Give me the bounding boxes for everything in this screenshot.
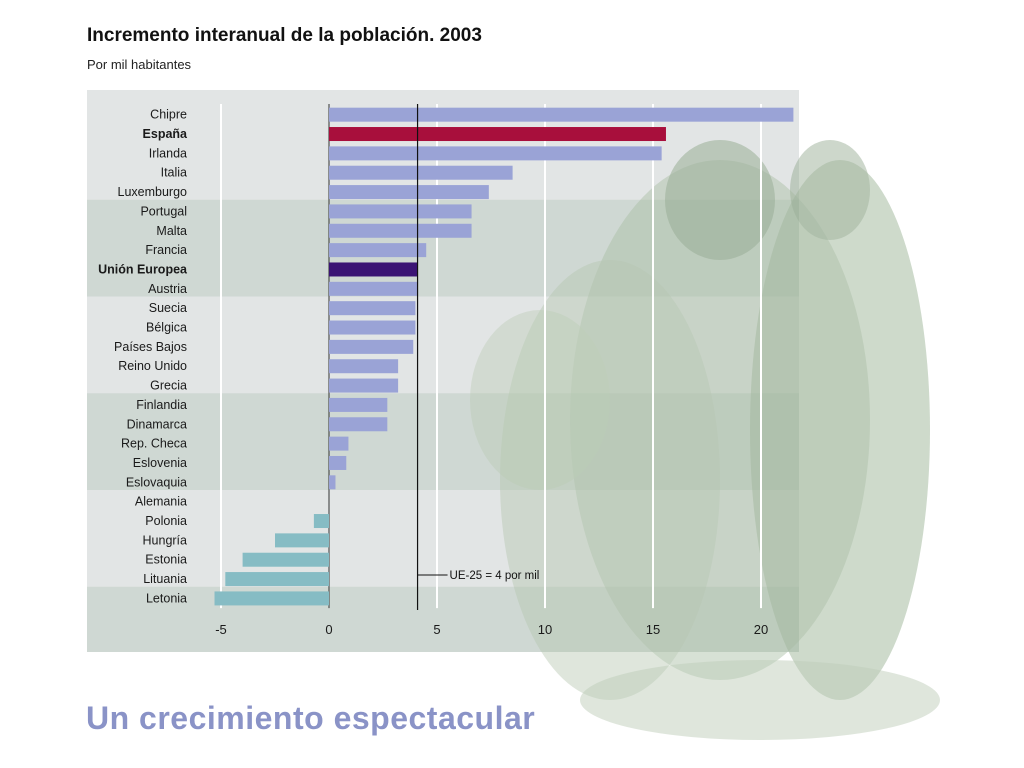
reference-label: UE-25 = 4 por mil — [450, 570, 540, 582]
bar-grecia — [329, 378, 399, 393]
bar-países-bajos — [329, 339, 414, 354]
x-tick-label: 10 — [538, 622, 552, 637]
bar-finlandia — [329, 397, 388, 412]
category-label: Estonia — [145, 553, 187, 567]
x-tick-label: 15 — [646, 622, 660, 637]
category-label: Irlanda — [149, 146, 187, 160]
category-labels: Chipre España Irlanda Italia Luxemburgo Portu… — [98, 108, 188, 606]
bar-irlanda — [329, 146, 662, 161]
chart-title: Incremento interanual de la población. 2… — [87, 25, 482, 46]
bar-francia — [329, 243, 427, 258]
bars — [214, 107, 794, 606]
category-label: Finlandia — [136, 398, 187, 412]
bar-unión-europea — [329, 262, 418, 277]
bar-lituania — [225, 572, 329, 587]
bar-dinamarca — [329, 417, 388, 432]
bar-portugal — [329, 204, 472, 219]
bar-suecia — [329, 301, 416, 316]
row-band — [87, 586, 799, 652]
category-label: Hungría — [143, 533, 188, 547]
category-label: Suecia — [149, 301, 187, 315]
category-label: Bélgica — [146, 321, 187, 335]
bar-malta — [329, 223, 472, 238]
category-label: Eslovenia — [133, 456, 187, 470]
bottom-caption: Un crecimiento espectacular — [86, 700, 536, 736]
category-label: España — [143, 127, 189, 141]
bar-hungría — [275, 533, 329, 548]
x-tick-label: 5 — [433, 622, 440, 637]
category-label: Países Bajos — [114, 340, 187, 354]
bar-eslovaquia — [329, 475, 336, 490]
bar-austria — [329, 281, 418, 296]
category-label: Lituania — [143, 572, 187, 586]
bar-polonia — [313, 514, 329, 529]
category-label: Francia — [145, 243, 187, 257]
category-label: Letonia — [146, 591, 187, 605]
category-label: Malta — [156, 224, 187, 238]
row-band — [87, 393, 799, 490]
bar-eslovenia — [329, 455, 347, 470]
x-tick-label: 0 — [325, 622, 332, 637]
category-label: Eslovaquia — [126, 475, 187, 489]
bar-letonia — [214, 591, 329, 606]
category-label: Alemania — [135, 495, 187, 509]
category-label: Luxemburgo — [118, 185, 188, 199]
x-tick-label: 20 — [754, 622, 768, 637]
category-label: Dinamarca — [127, 417, 187, 431]
category-label: Reino Unido — [118, 359, 187, 373]
bar-chipre — [329, 107, 794, 122]
x-axis-ticks: -5 0 5 10 15 20 — [215, 622, 768, 637]
bar-estonia — [242, 552, 329, 567]
bar-bélgica — [329, 320, 416, 335]
bar-reino-unido — [329, 359, 399, 374]
people-illustration — [470, 140, 940, 740]
category-label: Chipre — [150, 108, 187, 122]
category-label: Polonia — [145, 514, 187, 528]
x-tick-label: -5 — [215, 622, 227, 637]
bar-luxemburgo — [329, 185, 489, 200]
category-label: Austria — [148, 282, 187, 296]
chart-subtitle: Por mil habitantes — [87, 57, 192, 72]
category-label: Grecia — [150, 379, 187, 393]
bar-españa — [329, 127, 666, 142]
bar-italia — [329, 165, 513, 180]
category-label: Portugal — [140, 204, 187, 218]
reference-line-group: UE-25 = 4 por mil — [416, 104, 540, 610]
category-label: Unión Europea — [98, 262, 188, 276]
category-label: Rep. Checa — [121, 437, 187, 451]
category-label: Italia — [161, 166, 187, 180]
bar-rep.-checa — [329, 436, 349, 451]
